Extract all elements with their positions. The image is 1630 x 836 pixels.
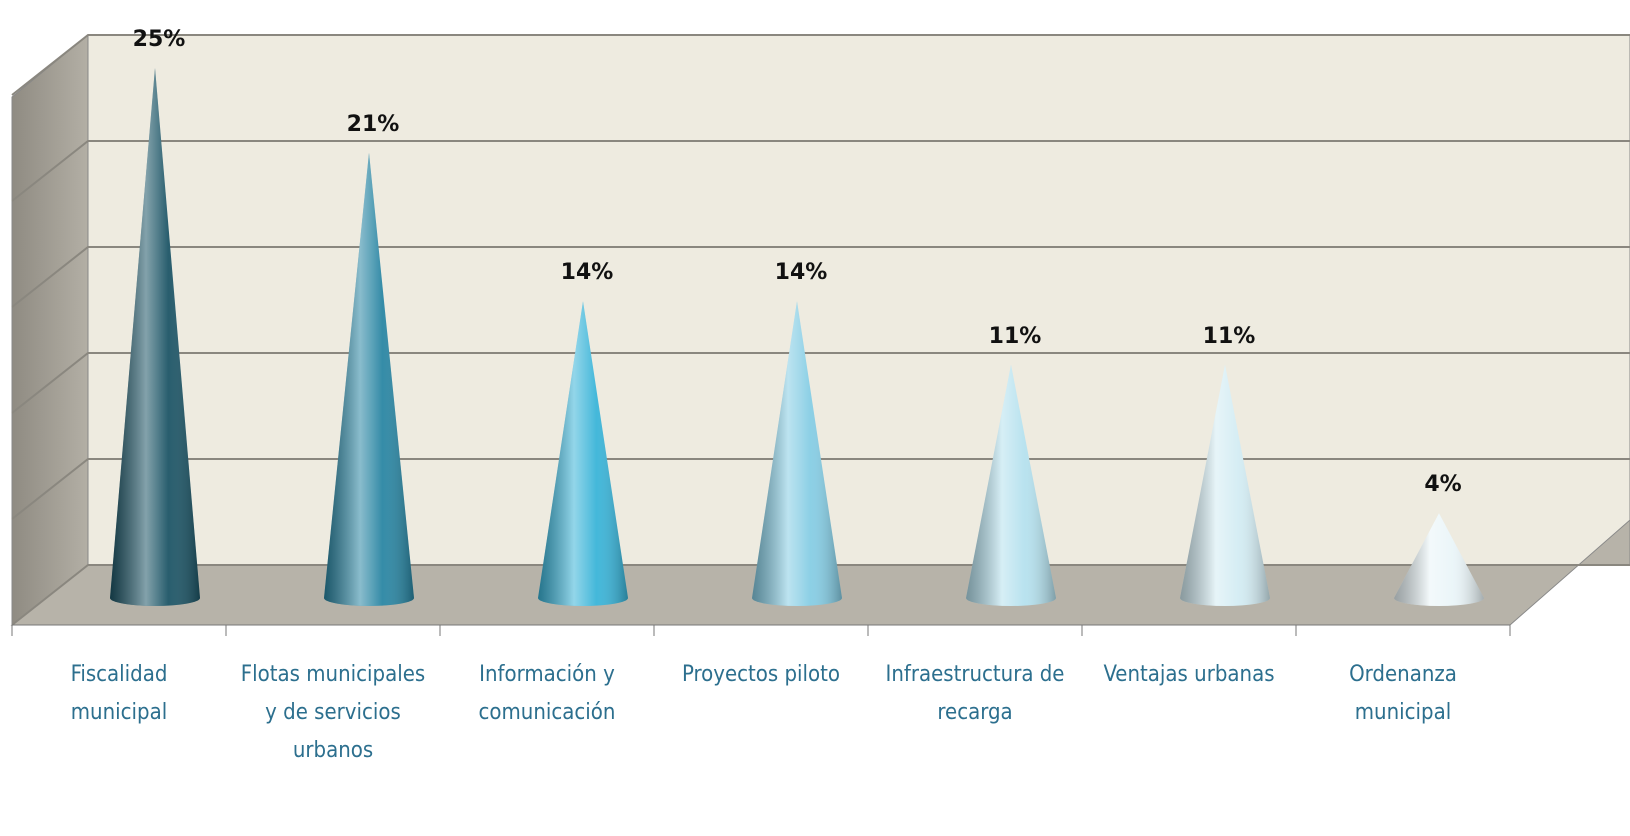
value-label: 11% — [1203, 324, 1256, 349]
value-label: 14% — [561, 260, 614, 285]
x-tick-label: Ventajas urbanas — [1103, 662, 1275, 687]
value-label: 11% — [989, 324, 1042, 349]
grid-line — [11, 34, 1630, 96]
cone-shading — [1394, 513, 1484, 606]
value-label: 14% — [775, 260, 828, 285]
value-label: 21% — [347, 112, 400, 137]
back-wall — [87, 34, 1630, 566]
grid-line — [11, 564, 1630, 626]
grid-line — [11, 140, 1630, 202]
cone-shading — [538, 301, 628, 606]
grid-line — [11, 458, 1630, 520]
x-tick-label: Fiscalidad municipal — [70, 662, 168, 725]
x-tick-label: Proyectos piloto — [681, 662, 841, 687]
grid-line — [11, 246, 1630, 308]
x-tick-label: Ordenanza municipal — [1349, 662, 1457, 725]
value-label: 25% — [133, 27, 186, 52]
cone-shading — [324, 152, 414, 606]
side-wall — [11, 33, 89, 627]
marks: 25% 21% 14% 14% 11% 11% 4% — [110, 27, 1484, 606]
grid — [11, 34, 1630, 636]
cone-shading — [110, 68, 200, 606]
cone-shading — [752, 301, 842, 606]
x-tick-label: Infraestructura de recarga — [885, 662, 1065, 725]
cone-shading — [1180, 364, 1270, 606]
value-label: 4% — [1424, 472, 1461, 497]
x-tick-label: Información y comunicación — [478, 662, 616, 725]
x-tick-label: Flotas municipales y de servicios urbano… — [240, 662, 426, 763]
cone-shading — [966, 364, 1056, 606]
grid-line — [11, 352, 1630, 414]
